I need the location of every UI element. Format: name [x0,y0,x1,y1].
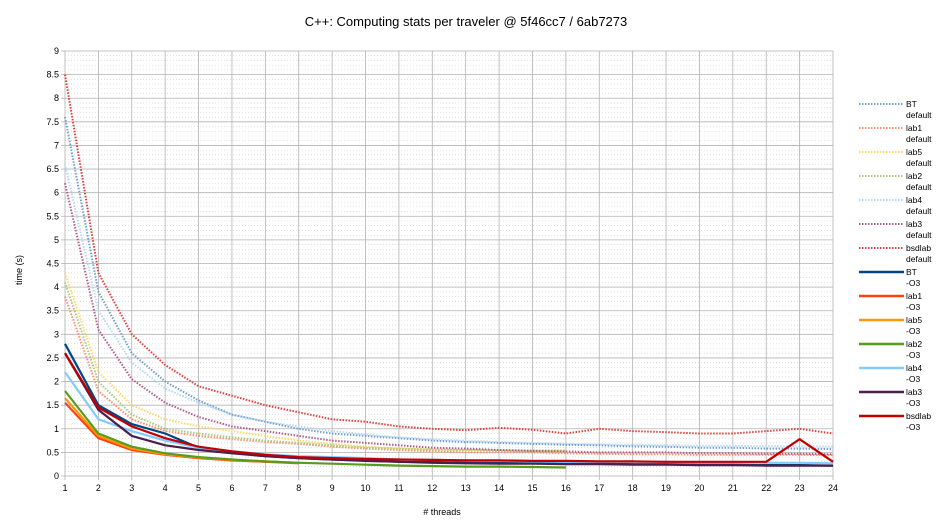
x-tick-label: 15 [527,483,537,493]
x-tick-label: 14 [494,483,504,493]
x-tick-label: 4 [163,483,168,493]
legend-label-sub: -O3 [906,422,920,432]
y-tick-label: 3.5 [46,306,59,316]
legend-label: lab4 [906,195,922,205]
x-tick-label: 19 [661,483,671,493]
y-tick-label: 3 [54,329,59,339]
y-tick-label: 5.5 [46,211,59,221]
y-tick-label: 2.5 [46,353,59,363]
legend-label-sub: -O3 [906,350,920,360]
legend-label-sub: default [906,254,932,264]
legend-label-sub: default [906,206,932,216]
x-axis-label: # threads [423,507,461,517]
legend-label-sub: default [906,158,932,168]
x-tick-label: 2 [96,483,101,493]
legend-label-sub: -O3 [906,278,920,288]
legend: BTdefaultlab1defaultlab5defaultlab2defau… [859,99,932,432]
y-tick-label: 6.5 [46,164,59,174]
legend-label: lab5 [906,315,922,325]
x-tick-label: 16 [561,483,571,493]
x-tick-label: 11 [394,483,403,493]
x-tick-label: 13 [461,483,471,493]
y-tick-label: 4.5 [46,259,59,269]
y-tick-label: 0 [54,471,59,481]
legend-label: BT [906,99,917,109]
legend-label-sub: -O3 [906,302,920,312]
legend-label: lab2 [906,339,922,349]
legend-label: BT [906,267,917,277]
series-line-lab2-o3 [64,390,566,469]
y-tick-label: 5 [54,235,59,245]
x-tick-label: 18 [628,483,638,493]
x-tick-label: 6 [229,483,234,493]
legend-label: lab1 [906,123,922,133]
legend-label: bsdlab [906,411,931,421]
x-tick-label: 8 [296,483,301,493]
series-lines [64,74,834,469]
legend-label: lab5 [906,147,922,157]
y-tick-label: 7.5 [46,117,59,127]
y-tick-label: 7 [54,140,59,150]
legend-label: lab4 [906,363,922,373]
y-tick-label: 1.5 [46,400,59,410]
series-line-lab1-default [64,296,834,457]
x-tick-label: 23 [795,483,805,493]
x-tick-label: 9 [330,483,335,493]
series-line-bsdlab-o3 [64,352,834,463]
x-tick-label: 24 [828,483,838,493]
legend-label: bsdlab [906,243,931,253]
y-axis-label: time (s) [14,255,24,285]
y-tick-label: 2 [54,377,59,387]
x-tick-label: 17 [594,483,604,493]
y-tick-label: 1 [54,424,59,434]
x-tick-label: 20 [694,483,704,493]
legend-label-sub: default [906,110,932,120]
legend-label: lab3 [906,387,922,397]
legend-label: lab3 [906,219,922,229]
series-line-bt-default [64,116,834,451]
y-tick-label: 8 [54,93,59,103]
y-tick-label: 4 [54,282,59,292]
legend-label-sub: default [906,230,932,240]
legend-label-sub: default [906,134,932,144]
series-line-lab3-o3 [64,352,833,467]
x-tick-label: 21 [728,483,738,493]
legend-label-sub: -O3 [906,398,920,408]
legend-label: lab2 [906,171,922,181]
x-tick-label: 12 [427,483,437,493]
legend-label: lab1 [906,291,922,301]
x-tick-label: 3 [129,483,134,493]
legend-label-sub: -O3 [906,326,920,336]
series-line-bsdlab-default [64,74,834,435]
x-tick-label: 5 [196,483,201,493]
x-tick-label: 10 [361,483,371,493]
y-tick-label: 6 [54,188,59,198]
y-tick-label: 0.5 [46,447,59,457]
y-tick-label: 8.5 [46,70,59,80]
legend-label-sub: -O3 [906,374,920,384]
axis-ticks: 00.511.522.533.544.555.566.577.588.591 2 3… [46,46,838,493]
x-tick-label: 22 [761,483,771,493]
legend-label-sub: default [906,182,932,192]
x-tick-label: 7 [263,483,268,493]
x-tick-label: 1 [62,483,67,493]
y-tick-label: 9 [54,46,59,56]
chart-title: C++: Computing stats per traveler @ 5f46… [305,14,628,29]
series-line-lab3-default [64,182,834,456]
grid [64,50,834,477]
series-line-lab4-o3 [64,371,834,465]
